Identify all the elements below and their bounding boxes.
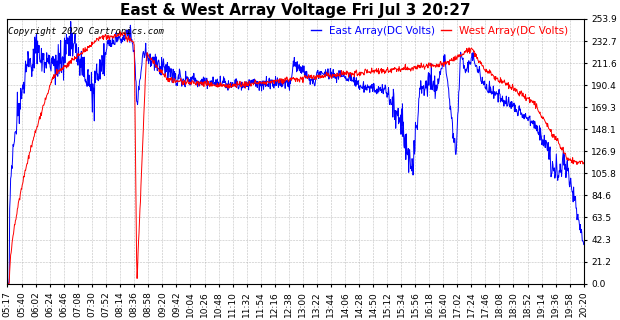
Legend: East Array(DC Volts), West Array(DC Volts): East Array(DC Volts), West Array(DC Volt…: [306, 21, 573, 40]
Title: East & West Array Voltage Fri Jul 3 20:27: East & West Array Voltage Fri Jul 3 20:2…: [120, 3, 471, 18]
Text: Copyright 2020 Cartronics.com: Copyright 2020 Cartronics.com: [9, 27, 164, 36]
